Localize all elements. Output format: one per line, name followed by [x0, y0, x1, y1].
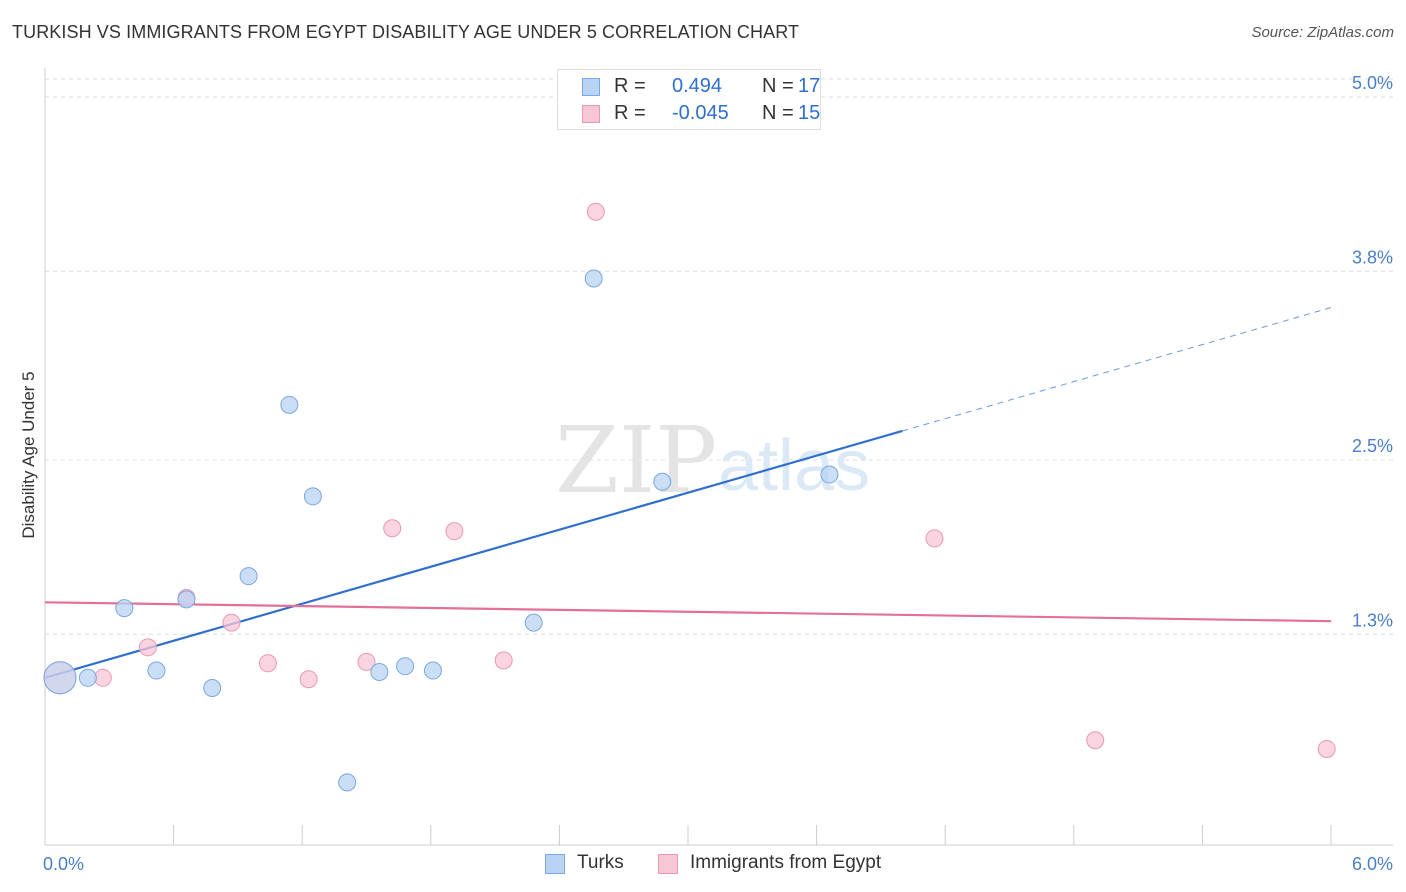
egypt-data-point [1317, 739, 1336, 758]
egypt-n-label: N = [762, 102, 794, 124]
chart-legend: Turks Immigrants from Egypt [0, 850, 1406, 878]
egypt-data-point [1086, 731, 1105, 750]
turks-data-point [584, 269, 603, 288]
tick-labels: 1.3% 2.5% 3.8% 5.0% 0.0% 6.0% [43, 73, 1393, 874]
y-tick-label: 2.5% [1352, 436, 1393, 456]
turks-trend-line-extrapolated [902, 307, 1332, 432]
egypt-data-point [258, 654, 277, 673]
turks-r-label: R = [614, 75, 646, 97]
turks-trend-line [44, 429, 903, 679]
axes [44, 68, 1393, 846]
legend-turks-label: Turks [577, 852, 624, 873]
turks-data-point [338, 773, 357, 792]
turks-data-point [423, 661, 442, 680]
egypt-data-point [445, 522, 464, 541]
turks-n-label: N = [762, 75, 794, 97]
egypt-swatch [582, 105, 600, 123]
turks-data-point [203, 678, 222, 697]
turks-data-point [115, 599, 134, 618]
turks-data-point [820, 465, 839, 484]
legend-egypt-swatch [658, 854, 678, 874]
data-points [43, 202, 1336, 792]
legend-egypt-label: Immigrants from Egypt [690, 852, 882, 873]
turks-data-point [524, 613, 543, 632]
egypt-data-point [222, 613, 241, 632]
turks-data-point [303, 487, 322, 506]
turks-data-point [239, 567, 258, 586]
egypt-trend-line [44, 601, 1332, 623]
turks-n-value: 17 [798, 75, 821, 97]
egypt-data-point [925, 529, 944, 548]
turks-swatch [582, 78, 600, 96]
y-axis-title: Disability Age Under 5 [19, 371, 38, 538]
egypt-n-value: 15 [798, 102, 821, 124]
turks-data-point [177, 590, 196, 609]
correlation-stats-box: R = 0.494 N = 17 R = -0.045 N = 15 [557, 69, 821, 130]
egypt-r-value: -0.045 [672, 102, 729, 124]
chart-title: TURKISH VS IMMIGRANTS FROM EGYPT DISABIL… [12, 22, 800, 42]
chart-source: Source: ZipAtlas.com [1251, 24, 1394, 41]
x-tick-label: 0.0% [43, 854, 84, 874]
y-tick-label: 1.3% [1352, 610, 1393, 630]
egypt-data-point [93, 668, 112, 687]
egypt-r-label: R = [614, 102, 646, 124]
turks-data-point [78, 668, 97, 687]
turks-data-point [280, 395, 299, 414]
turks-data-point [370, 663, 389, 681]
grid-lines [45, 78, 1393, 635]
trend-lines [44, 307, 1332, 679]
watermark: ZIP atlas [555, 407, 870, 514]
watermark-atlas: atlas [718, 426, 870, 506]
turks-data-point [653, 472, 672, 491]
turks-data-point [147, 661, 166, 680]
y-tick-label: 5.0% [1352, 73, 1393, 93]
y-tick-label: 3.8% [1352, 247, 1393, 267]
egypt-data-point [138, 638, 157, 657]
x-tick-label: 6.0% [1352, 854, 1393, 874]
egypt-data-point [299, 670, 318, 689]
egypt-data-point [586, 202, 605, 221]
egypt-data-point [383, 519, 402, 538]
turks-data-point [396, 657, 415, 676]
turks-r-value: 0.494 [672, 75, 723, 97]
legend-turks-swatch [545, 854, 565, 874]
egypt-data-point [357, 652, 376, 671]
turks-data-point [43, 661, 77, 695]
egypt-data-point [494, 651, 513, 670]
watermark-zip: ZIP [555, 407, 717, 514]
